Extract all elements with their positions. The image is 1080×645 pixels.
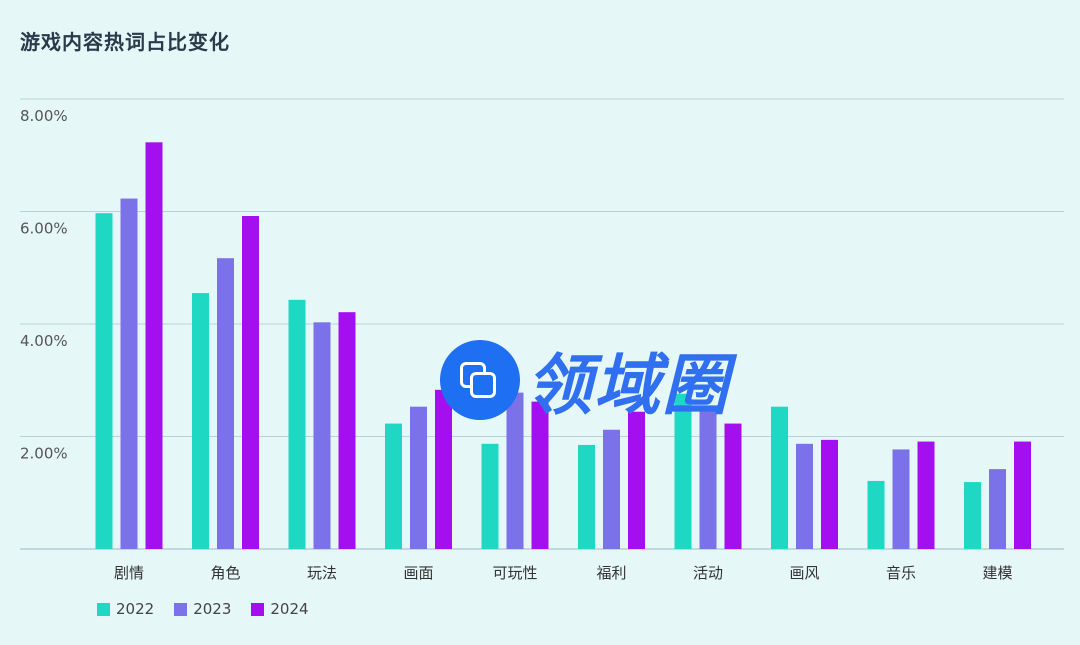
y-tick-label: 2.00% xyxy=(20,445,68,463)
watermark: 领域圈 xyxy=(440,332,730,428)
watermark-logo-icon xyxy=(440,340,520,420)
x-tick-label: 角色 xyxy=(210,564,240,582)
x-tick-label: 玩法 xyxy=(307,564,337,582)
legend: 2022 2023 2024 xyxy=(97,600,309,618)
bar xyxy=(603,429,620,549)
bar xyxy=(1014,441,1031,549)
bar xyxy=(506,392,524,549)
legend-label: 2024 xyxy=(270,600,309,618)
legend-swatch xyxy=(251,602,265,616)
bar xyxy=(338,312,356,549)
x-tick-label: 活动 xyxy=(693,564,723,582)
legend-label: 2022 xyxy=(116,600,155,618)
x-tick-label: 画面 xyxy=(403,564,433,582)
x-tick-label: 福利 xyxy=(596,564,626,582)
bar xyxy=(410,406,427,549)
y-tick-label: 6.00% xyxy=(20,220,68,238)
bar xyxy=(578,444,595,549)
bar xyxy=(145,142,163,549)
bar xyxy=(867,480,885,549)
legend-swatch xyxy=(174,602,188,616)
bar xyxy=(217,258,234,549)
y-tick-label: 4.00% xyxy=(20,332,68,350)
bar xyxy=(192,293,209,549)
bar xyxy=(481,443,499,549)
bar xyxy=(313,322,331,549)
bar xyxy=(531,401,549,549)
legend-swatch xyxy=(97,602,110,616)
bar xyxy=(385,423,402,549)
bar xyxy=(771,406,788,549)
bar xyxy=(892,449,910,549)
legend-label: 2023 xyxy=(193,600,232,618)
bar xyxy=(917,441,935,549)
bar xyxy=(435,389,452,549)
watermark-text: 领域圈 xyxy=(526,347,730,424)
x-tick-label: 画风 xyxy=(789,564,819,582)
x-tick-label: 建模 xyxy=(982,564,1012,582)
bar xyxy=(724,423,742,549)
bar xyxy=(796,443,813,549)
bar xyxy=(120,198,138,549)
bar xyxy=(288,299,306,549)
y-tick-label: 8.00% xyxy=(20,107,68,125)
bar xyxy=(699,405,717,549)
x-tick-label: 音乐 xyxy=(886,564,916,582)
chart-title: 游戏内容热词占比变化 xyxy=(20,30,230,54)
bar xyxy=(242,216,259,549)
x-tick-label: 剧情 xyxy=(114,564,144,582)
legend-item: 2022 xyxy=(97,600,154,618)
bar xyxy=(628,411,645,549)
bar xyxy=(95,213,113,549)
bar xyxy=(989,469,1006,549)
bar xyxy=(674,393,692,549)
x-tick-label: 可玩性 xyxy=(492,564,537,582)
bar xyxy=(821,439,838,549)
bar xyxy=(964,482,981,549)
legend-item: 2023 xyxy=(174,600,231,618)
legend-item: 2024 xyxy=(251,600,309,618)
